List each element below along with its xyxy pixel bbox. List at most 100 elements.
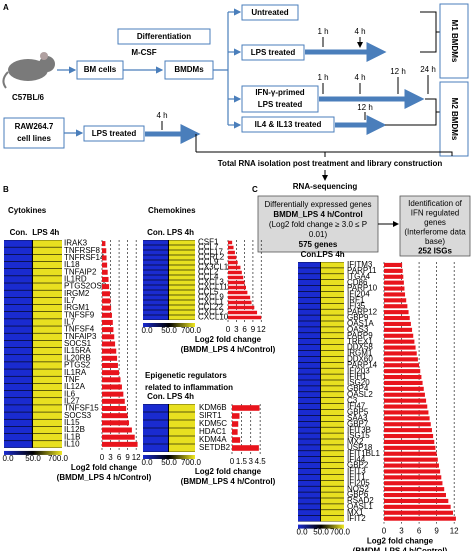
gene-label: SOCS1 — [64, 339, 92, 348]
heatmap-cell — [321, 344, 344, 351]
gene-label: TNFSF9 — [64, 310, 95, 319]
gene-label: C3 — [347, 396, 358, 405]
bar — [384, 416, 430, 421]
heatmap-cell — [4, 254, 32, 262]
heatmap-cell — [321, 297, 344, 303]
gene-label: OAS1A — [347, 319, 374, 328]
heatmap-cell — [298, 339, 321, 345]
gene-label: CXCL11 — [198, 283, 228, 292]
heatmap-cell — [321, 468, 344, 475]
bar — [384, 392, 425, 397]
heatmap-cell — [33, 247, 62, 255]
heatmap-cell — [4, 290, 32, 298]
bar — [384, 268, 403, 273]
heatmap-cell — [298, 309, 321, 315]
bar — [102, 377, 121, 383]
x-axis-label: Log2 fold change — [367, 537, 434, 546]
gene-label: TREX1 — [347, 337, 373, 346]
heatmap-cell — [321, 421, 344, 427]
bar — [384, 428, 432, 433]
gene-label: KDM5C — [199, 419, 227, 428]
heatmap-cell — [321, 486, 344, 492]
x-axis-label: Log2 fold change — [195, 335, 262, 344]
heatmap-cell — [321, 492, 344, 498]
heatmap-cell — [143, 436, 168, 444]
bar — [384, 380, 423, 386]
bar — [384, 492, 446, 498]
bar — [228, 275, 244, 280]
bar — [102, 362, 118, 368]
box — [241, 4, 299, 21]
heatmap-cell — [169, 285, 195, 290]
gene-label: CD86 — [347, 278, 368, 287]
x-tick-label: 9 — [125, 453, 130, 462]
heatmap-cell — [321, 415, 344, 421]
heatmap-cell — [4, 419, 32, 427]
bar — [384, 292, 406, 297]
time-label: 12 h — [390, 67, 406, 76]
bar — [102, 248, 107, 254]
bar — [384, 351, 417, 356]
heatmap-cell — [143, 295, 168, 300]
heatmap-cell — [4, 240, 32, 247]
bar — [102, 434, 135, 440]
gene-label: RSAD2 — [347, 496, 374, 505]
box — [257, 195, 379, 253]
gene-label: GBP9 — [347, 313, 369, 322]
bar — [102, 413, 128, 419]
bar — [384, 487, 445, 492]
box-text: 252 ISGs — [418, 247, 452, 256]
bar — [102, 384, 122, 390]
x-axis-label: (BMDM_LPS 4 h/Control) — [181, 345, 276, 354]
x-tick-label: 0 — [226, 325, 231, 334]
heatmap-cell — [298, 409, 321, 416]
panel-title: Chemokines — [148, 206, 196, 215]
heatmap-cell — [33, 254, 62, 262]
bar — [384, 433, 434, 439]
gene-label: CXCL10 — [198, 313, 229, 322]
heatmap-cell — [4, 441, 32, 448]
heatmap-cell — [298, 315, 321, 321]
colorbar-label: 0.0 — [296, 528, 308, 537]
x-axis-label: (BMDM_LPS 4 h/Control) — [181, 477, 276, 486]
bar — [384, 333, 414, 338]
bar — [384, 504, 451, 509]
heatmap-cell — [143, 285, 168, 290]
box — [241, 85, 319, 113]
heatmap-cell — [298, 333, 321, 339]
heatmap-cell — [169, 310, 195, 315]
heatmap-cell — [169, 260, 195, 265]
panel-title: Cytokines — [8, 206, 47, 215]
heatmap-cell — [298, 274, 321, 280]
heatmap-cell — [33, 355, 62, 362]
gene-label: DDX60 — [347, 354, 373, 363]
heatmap-cell — [298, 415, 321, 421]
heatmap-cell — [4, 369, 32, 376]
x-tick-label: 9 — [434, 527, 439, 536]
heatmap-cell — [321, 280, 344, 286]
heatmap-cell — [298, 356, 321, 362]
heatmap-cell — [298, 321, 321, 327]
heatmap-cell — [321, 409, 344, 416]
heatmap-cell — [298, 480, 321, 486]
gene-label: KDM4A — [199, 435, 227, 444]
bar — [384, 315, 410, 321]
bar — [384, 262, 403, 268]
heatmap-cell — [321, 274, 344, 280]
heatmap-cell — [143, 260, 168, 265]
panel-a: A C57BL/6 BM cells Differentiation M-CSF… — [2, 3, 469, 191]
heatmap-cell — [298, 433, 321, 439]
heatmap-cell — [4, 426, 32, 434]
gene-label: IL1B — [64, 432, 80, 441]
heatmap-cell — [298, 362, 321, 368]
bar — [232, 413, 240, 419]
heatmap-cell — [4, 398, 32, 405]
colorbar — [143, 455, 195, 459]
heatmap-cell — [4, 376, 32, 384]
bar — [384, 463, 439, 468]
heatmap-cell — [298, 457, 321, 463]
heatmap-cell — [4, 390, 32, 398]
box — [83, 125, 145, 142]
heatmap-cell — [33, 261, 62, 269]
heatmap-cell — [4, 268, 32, 276]
